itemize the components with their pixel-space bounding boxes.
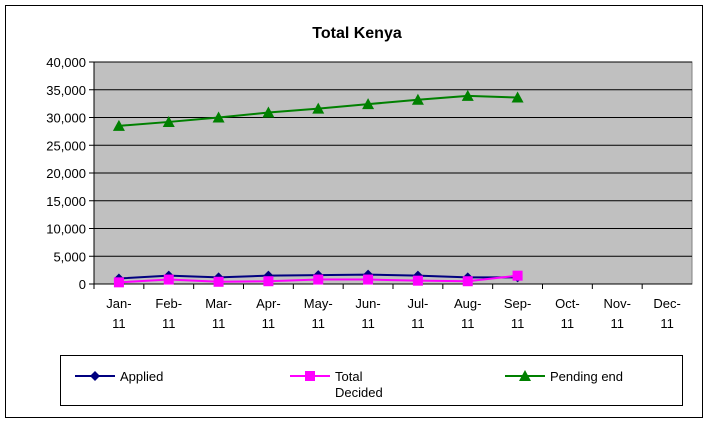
x-tick-label: Nov-11 bbox=[604, 296, 631, 331]
x-tick-label: May-11 bbox=[304, 296, 333, 331]
x-tick-label: Jul-11 bbox=[407, 296, 428, 331]
point bbox=[462, 276, 473, 287]
y-tick-label: 5,000 bbox=[53, 249, 86, 264]
x-tick-label: Oct-11 bbox=[555, 296, 580, 331]
point bbox=[162, 115, 175, 127]
x-tick-label: Aug-11 bbox=[454, 296, 481, 331]
y-tick-label: 15,000 bbox=[46, 194, 86, 209]
point bbox=[512, 270, 523, 281]
point bbox=[305, 371, 315, 381]
point bbox=[212, 111, 225, 123]
point bbox=[412, 275, 423, 286]
x-tick-label: Jun-11 bbox=[355, 296, 380, 331]
y-tick-label: 20,000 bbox=[46, 166, 86, 181]
point bbox=[363, 274, 374, 285]
x-tick-label: Apr-11 bbox=[256, 296, 281, 331]
point bbox=[312, 102, 325, 114]
x-tick-label: Jan-11 bbox=[106, 296, 131, 331]
y-tick-label: 40,000 bbox=[46, 55, 86, 70]
point bbox=[411, 93, 424, 105]
y-tick-label: 0 bbox=[79, 277, 86, 292]
legend-label: Pending end bbox=[550, 369, 623, 384]
legend-label: Applied bbox=[120, 369, 163, 384]
y-tick-label: 25,000 bbox=[46, 138, 86, 153]
point bbox=[262, 106, 275, 118]
point bbox=[213, 276, 224, 287]
y-tick-label: 30,000 bbox=[46, 111, 86, 126]
x-tick-label: Dec-11 bbox=[653, 296, 680, 331]
y-tick-label: 10,000 bbox=[46, 222, 86, 237]
point bbox=[519, 370, 531, 381]
point bbox=[263, 276, 274, 287]
point bbox=[461, 89, 474, 101]
x-tick-label: Mar-11 bbox=[205, 296, 232, 331]
chart-title: Total Kenya bbox=[312, 25, 402, 42]
point bbox=[163, 274, 174, 285]
point bbox=[113, 277, 124, 288]
y-tick-label: 35,000 bbox=[46, 83, 86, 98]
legend-label: Total Decided bbox=[335, 369, 383, 400]
point bbox=[313, 274, 324, 285]
point bbox=[112, 119, 125, 131]
point bbox=[90, 371, 100, 381]
point bbox=[511, 91, 524, 103]
x-tick-label: Sep-11 bbox=[504, 296, 531, 331]
x-tick-label: Feb-11 bbox=[155, 296, 182, 331]
point bbox=[362, 98, 375, 110]
legend-box bbox=[60, 355, 683, 406]
